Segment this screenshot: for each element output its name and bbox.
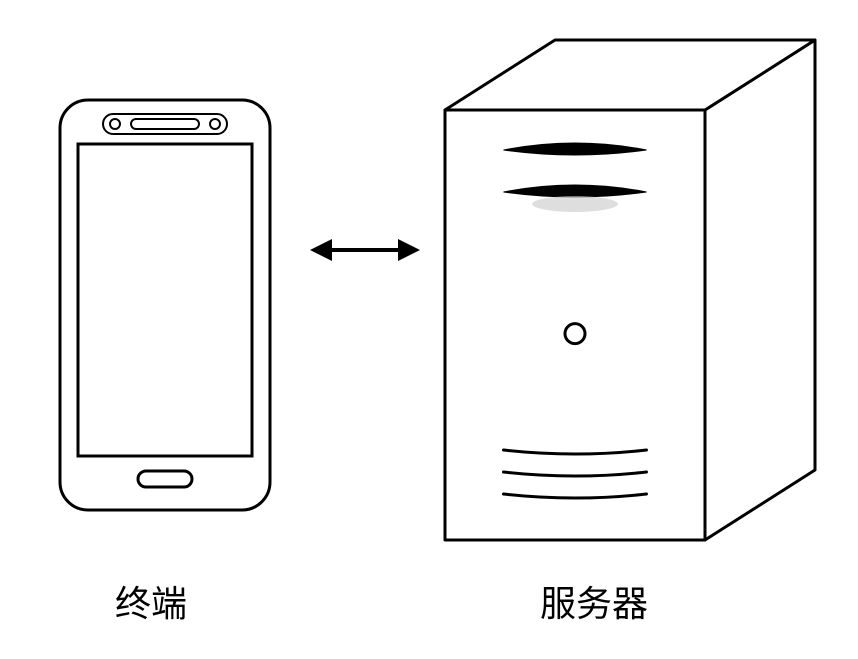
server-label: 服务器 [540, 575, 648, 627]
bidirectional-arrow [0, 0, 858, 659]
diagram-canvas: 终端 服务器 [0, 0, 858, 659]
terminal-label: 终端 [115, 575, 187, 627]
